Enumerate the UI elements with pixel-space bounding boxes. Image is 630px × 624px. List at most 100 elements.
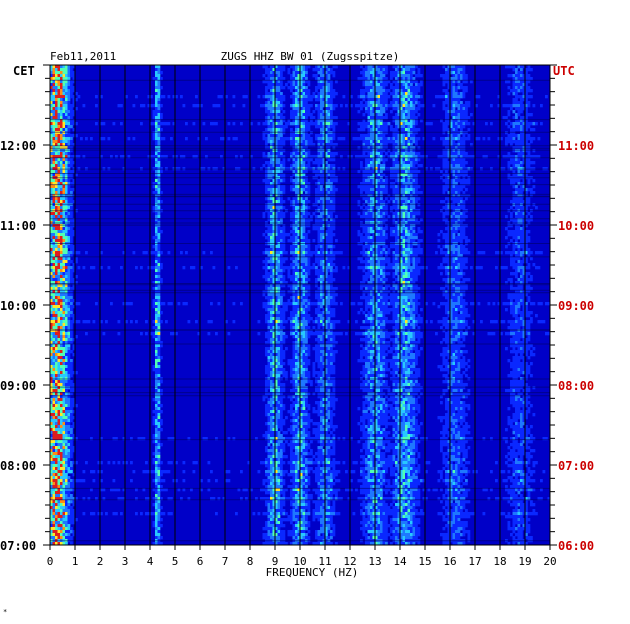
- heatmap-cell: [467, 155, 471, 159]
- heatmap-cell: [455, 89, 458, 93]
- heatmap-cell: [317, 233, 321, 237]
- heatmap-cell: [57, 248, 61, 252]
- heatmap-cell: [155, 239, 158, 243]
- heatmap-cell: [320, 98, 323, 102]
- heatmap-cell: [447, 134, 451, 138]
- heatmap-cell: [517, 164, 521, 168]
- heatmap-cell: [455, 218, 458, 222]
- heatmap-cell: [460, 164, 463, 168]
- heatmap-cell: [450, 155, 453, 159]
- heatmap-cell: [400, 107, 403, 111]
- heatmap-cell: [327, 260, 331, 264]
- heatmap-cell: [332, 65, 336, 69]
- heatmap-cell: [322, 125, 326, 129]
- heatmap-cell: [332, 146, 336, 150]
- heatmap-cell: [460, 143, 463, 147]
- heatmap-cell: [275, 212, 278, 216]
- heatmap-cell: [515, 179, 518, 183]
- heatmap-cell: [452, 89, 456, 93]
- heatmap-cell: [520, 170, 523, 174]
- heatmap-cell: [450, 125, 453, 129]
- heatmap-cell: [50, 149, 53, 153]
- heatmap-cell: [155, 194, 158, 198]
- heatmap-cell: [317, 122, 321, 126]
- heatmap-cell: [382, 149, 386, 153]
- heatmap-cell: [522, 119, 526, 123]
- heatmap-cell: [415, 236, 418, 240]
- heatmap-cell: [367, 83, 371, 87]
- heatmap-cell: [155, 230, 158, 234]
- heatmap-cell: [517, 230, 521, 234]
- heatmap-cell: [517, 173, 521, 177]
- heatmap-cell: [412, 260, 416, 264]
- heatmap-cell: [295, 164, 298, 168]
- heatmap-cell: [402, 236, 406, 240]
- heatmap-cell: [307, 110, 311, 114]
- heatmap-cell: [420, 95, 423, 99]
- heatmap-cell: [332, 152, 336, 156]
- heatmap-cell: [380, 140, 383, 144]
- heatmap-cell: [317, 116, 321, 120]
- heatmap-cell: [402, 143, 406, 147]
- heatmap-cell: [525, 194, 528, 198]
- heatmap-cell: [400, 239, 403, 243]
- heatmap-cell: [405, 86, 408, 90]
- heatmap-cell: [155, 113, 158, 117]
- heatmap-cell: [300, 95, 303, 99]
- heatmap-cell: [405, 140, 408, 144]
- heatmap-cell: [277, 200, 281, 204]
- heatmap-cell: [445, 116, 448, 120]
- heatmap-cell: [290, 116, 293, 120]
- heatmap-cell: [372, 77, 376, 81]
- heatmap-cell: [60, 71, 63, 75]
- heatmap-cell: [302, 104, 306, 108]
- heatmap-cell: [530, 113, 533, 117]
- heatmap-cell: [332, 251, 336, 255]
- heatmap-cell: [277, 254, 281, 258]
- heatmap-cell: [450, 104, 453, 108]
- heatmap-cell: [422, 104, 426, 108]
- heatmap-cell: [267, 236, 271, 240]
- heatmap-cell: [505, 215, 508, 219]
- chart-date: Feb11,2011: [50, 50, 116, 63]
- heatmap-cell: [382, 92, 386, 96]
- heatmap-cell: [522, 230, 526, 234]
- heatmap-cell: [292, 65, 296, 69]
- heatmap-cell: [297, 158, 301, 162]
- heatmap-cell: [212, 122, 216, 126]
- heatmap-cell: [375, 197, 378, 201]
- heatmap-cell: [387, 140, 391, 144]
- heatmap-cell: [360, 224, 363, 228]
- heatmap-cell: [517, 140, 521, 144]
- heatmap-cell: [460, 83, 463, 87]
- heatmap-cell: [360, 236, 363, 240]
- heatmap-cell: [517, 158, 521, 162]
- heatmap-cell: [52, 263, 56, 267]
- heatmap-cell: [390, 128, 393, 132]
- heatmap-cell: [300, 149, 303, 153]
- heatmap-cell: [57, 146, 61, 150]
- heatmap-cell: [462, 206, 466, 210]
- heatmap-cell: [457, 185, 461, 189]
- heatmap-cell: [460, 110, 463, 114]
- heatmap-cell: [402, 83, 406, 87]
- heatmap-cell: [457, 254, 461, 258]
- heatmap-cell: [52, 254, 56, 258]
- heatmap-cell: [60, 245, 63, 249]
- heatmap-cell: [397, 110, 401, 114]
- heatmap-cell: [267, 68, 271, 72]
- heatmap-cell: [67, 200, 71, 204]
- heatmap-cell: [360, 188, 363, 192]
- heatmap-cell: [525, 251, 528, 255]
- heatmap-cell: [467, 101, 471, 105]
- heatmap-cell: [387, 95, 391, 99]
- heatmap-cell: [452, 152, 456, 156]
- heatmap-cell: [267, 248, 271, 252]
- heatmap-cell: [375, 80, 378, 84]
- heatmap-cell: [60, 173, 63, 177]
- heatmap-cell: [522, 125, 526, 129]
- heatmap-cell: [262, 164, 266, 168]
- heatmap-cell: [67, 215, 71, 219]
- heatmap-cell: [317, 143, 321, 147]
- heatmap-cell: [277, 77, 281, 81]
